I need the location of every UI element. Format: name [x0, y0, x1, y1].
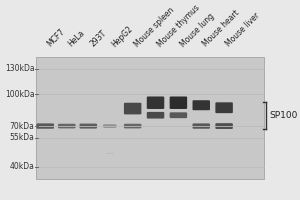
FancyBboxPatch shape [124, 103, 141, 114]
FancyBboxPatch shape [147, 96, 164, 109]
Text: HepG2: HepG2 [110, 24, 134, 49]
FancyBboxPatch shape [215, 102, 233, 113]
FancyBboxPatch shape [124, 124, 141, 128]
Text: HeLa: HeLa [67, 28, 87, 49]
FancyBboxPatch shape [193, 123, 210, 129]
FancyBboxPatch shape [80, 124, 97, 129]
FancyBboxPatch shape [37, 123, 54, 129]
FancyBboxPatch shape [58, 124, 76, 128]
Bar [36, 57, 265, 179]
Text: 40kDa: 40kDa [10, 162, 34, 171]
Text: Mouse spleen: Mouse spleen [133, 5, 176, 49]
Text: 293T: 293T [88, 29, 108, 49]
Text: Mouse heart: Mouse heart [201, 8, 242, 49]
FancyBboxPatch shape [169, 96, 187, 109]
FancyBboxPatch shape [169, 112, 187, 118]
Text: Mouse thymus: Mouse thymus [155, 3, 201, 49]
FancyBboxPatch shape [193, 100, 210, 110]
Text: 100kDa: 100kDa [5, 90, 34, 99]
Text: Mouse liver: Mouse liver [224, 11, 262, 49]
FancyBboxPatch shape [215, 123, 233, 129]
Text: 55kDa: 55kDa [10, 133, 34, 142]
Text: SP100: SP100 [269, 111, 297, 120]
Bar [106, 153, 114, 154]
Text: 70kDa: 70kDa [10, 122, 34, 131]
Bar [107, 154, 112, 155]
Text: MCF7: MCF7 [45, 27, 67, 49]
Text: Mouse lung: Mouse lung [178, 11, 216, 49]
FancyBboxPatch shape [147, 112, 164, 119]
FancyBboxPatch shape [103, 124, 116, 128]
Text: 130kDa: 130kDa [5, 64, 34, 73]
